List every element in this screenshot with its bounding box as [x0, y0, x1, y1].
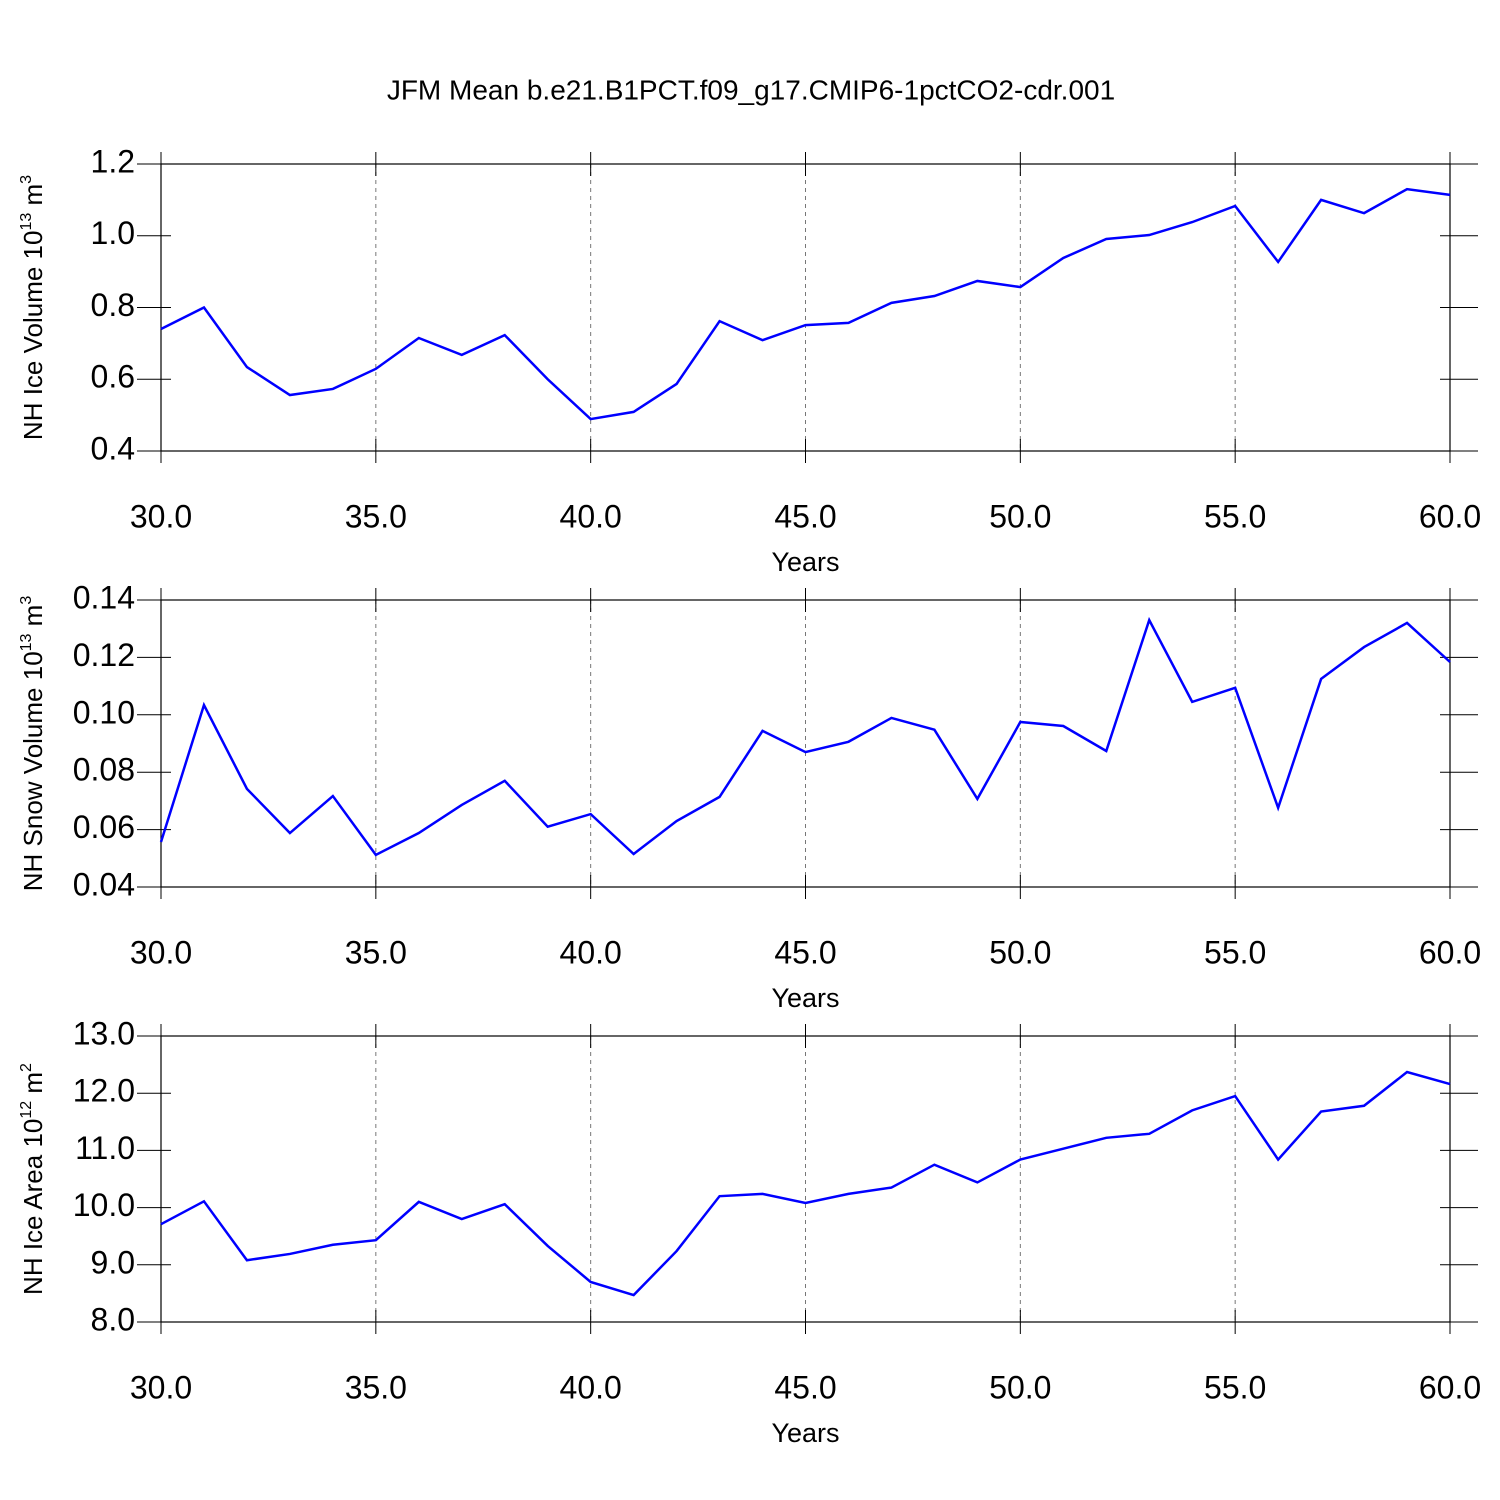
y-tick-label: 13.0 [73, 1015, 135, 1051]
y-tick-label: 1.2 [91, 143, 135, 179]
x-tick-label: 35.0 [345, 1369, 407, 1405]
y-tick-label: 0.8 [91, 287, 135, 323]
x-tick-label: 50.0 [989, 934, 1051, 970]
y-tick-label: 0.08 [73, 752, 135, 788]
x-tick-label: 60.0 [1419, 498, 1481, 534]
x-tick-label: 60.0 [1419, 1369, 1481, 1405]
chart-title: JFM Mean b.e21.B1PCT.f09_g17.CMIP6-1pctC… [387, 74, 1115, 105]
x-tick-label: 45.0 [774, 498, 836, 534]
x-tick-label: 30.0 [130, 1369, 192, 1405]
y-axis-title: NH Ice Volume 1013 m3 [18, 175, 48, 440]
x-tick-label: 60.0 [1419, 934, 1481, 970]
x-tick-label: 50.0 [989, 498, 1051, 534]
plot-frame [160, 599, 1451, 888]
x-tick-label: 40.0 [560, 1369, 622, 1405]
y-axis-title: NH Snow Volume 1013 m3 [18, 596, 48, 892]
unit-exponent: 3 [18, 175, 35, 184]
unit-exponent: 2 [18, 1063, 35, 1072]
x-tick-label: 35.0 [345, 934, 407, 970]
x-tick-label: 55.0 [1204, 934, 1266, 970]
y-tick-label: 0.10 [73, 694, 135, 730]
y-tick-label: 0.06 [73, 809, 135, 845]
y-axis-title-part: NH Ice Volume 10 [18, 231, 48, 441]
y-axis-title-part: m [18, 1072, 48, 1101]
x-tick-label: 40.0 [560, 934, 622, 970]
x-tick-label: 55.0 [1204, 498, 1266, 534]
x-tick-label: 55.0 [1204, 1369, 1266, 1405]
x-axis-title: Years [771, 983, 839, 1013]
y-tick-label: 0.6 [91, 359, 135, 395]
x-tick-label: 35.0 [345, 498, 407, 534]
y-axis-title-part: m [18, 184, 48, 213]
y-tick-label: 0.04 [73, 866, 135, 902]
y-tick-label: 8.0 [91, 1301, 135, 1337]
x-axis-title: Years [771, 1418, 839, 1448]
unit-exponent: 13 [18, 213, 35, 231]
plot-frame [160, 1035, 1451, 1323]
y-axis-title-part: NH Snow Volume 10 [18, 651, 48, 891]
y-tick-label: 9.0 [91, 1244, 135, 1280]
unit-exponent: 13 [18, 633, 35, 651]
y-axis-title-part: m [18, 605, 48, 634]
y-tick-label: 11.0 [75, 1130, 135, 1166]
y-tick-label: 0.4 [91, 430, 135, 466]
plot-frame [160, 163, 1451, 452]
y-tick-label: 0.12 [73, 637, 135, 673]
unit-exponent: 12 [18, 1101, 35, 1119]
y-tick-label: 1.0 [91, 215, 135, 251]
y-tick-label: 12.0 [73, 1073, 135, 1109]
y-tick-label: 0.14 [73, 579, 135, 615]
x-tick-label: 40.0 [560, 498, 622, 534]
data-line [159, 616, 1451, 857]
x-axis-title: Years [771, 547, 839, 577]
y-tick-label: 10.0 [73, 1187, 135, 1223]
x-tick-label: 30.0 [130, 498, 192, 534]
y-axis-title-part: NH Ice Area 10 [18, 1119, 48, 1295]
x-tick-label: 30.0 [130, 934, 192, 970]
x-tick-label: 45.0 [774, 934, 836, 970]
unit-exponent: 3 [18, 596, 35, 605]
x-tick-label: 45.0 [774, 1369, 836, 1405]
x-tick-label: 50.0 [989, 1369, 1051, 1405]
data-line [160, 1070, 1451, 1297]
y-axis-title: NH Ice Area 1012 m2 [18, 1063, 48, 1295]
data-line [160, 187, 1451, 421]
